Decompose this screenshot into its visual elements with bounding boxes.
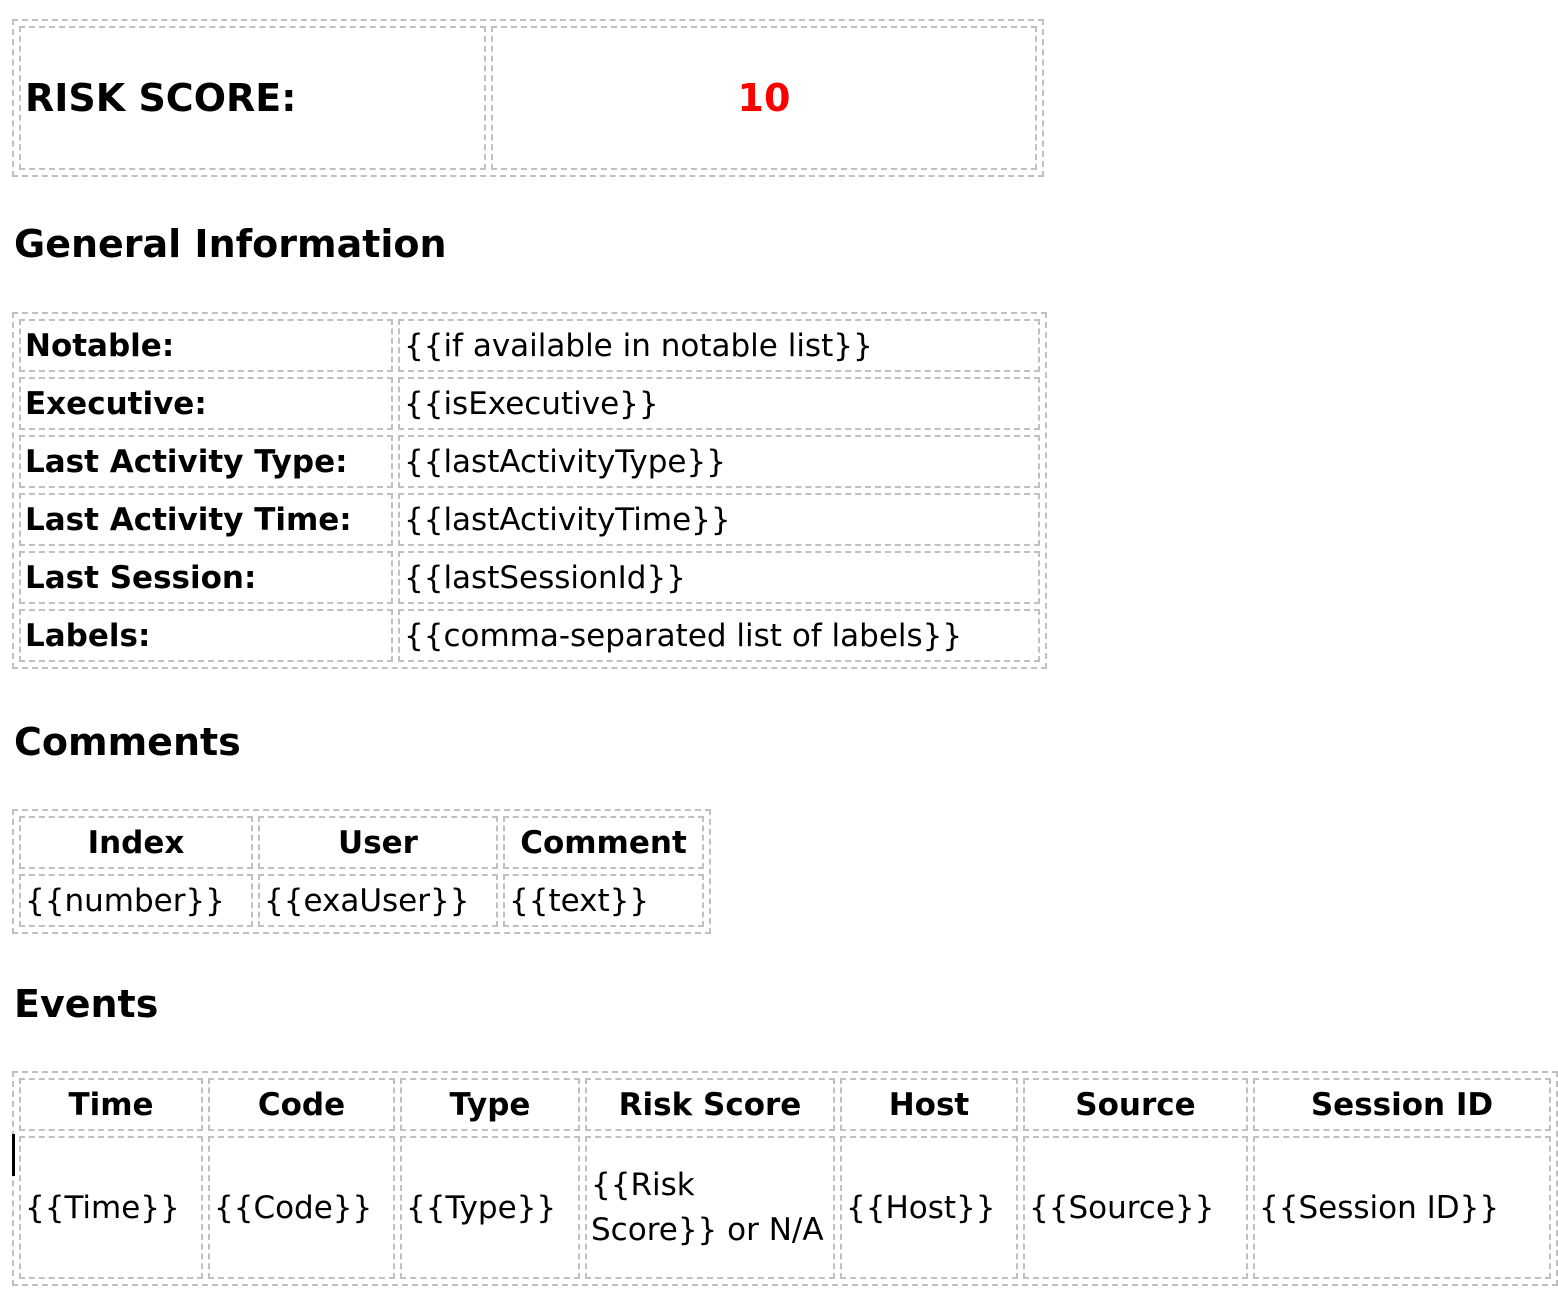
column-header: Source [1023, 1078, 1248, 1131]
table-cell: {{exaUser}} [258, 874, 498, 927]
field-label: Last Session: [19, 551, 393, 604]
table-row: Index User Comment [19, 816, 704, 869]
table-row: Notable: {{if available in notable list}} [19, 319, 1040, 372]
general-information-table: Notable: {{if available in notable list}}… [12, 312, 1047, 669]
field-value: {{if available in notable list}} [398, 319, 1040, 372]
table-cell: {{Source}} [1023, 1136, 1248, 1279]
general-information-heading: General Information [14, 222, 447, 266]
table-cell: {{Time}} [19, 1136, 203, 1279]
column-header: Index [19, 816, 253, 869]
field-label: Executive: [19, 377, 393, 430]
field-value: {{comma-separated list of labels}} [398, 609, 1040, 662]
column-header: Code [208, 1078, 395, 1131]
events-heading: Events [14, 982, 159, 1026]
column-header: Time [19, 1078, 203, 1131]
table-row: Executive: {{isExecutive}} [19, 377, 1040, 430]
field-value: {{lastSessionId}} [398, 551, 1040, 604]
field-label: Labels: [19, 609, 393, 662]
risk-score-table: RISK SCORE: 10 [12, 19, 1044, 177]
field-label: Last Activity Type: [19, 435, 393, 488]
table-row: {{Time}} {{Code}} {{Type}} {{Risk Score}} o… [19, 1136, 1551, 1279]
field-value: {{lastActivityTime}} [398, 493, 1040, 546]
table-cell: {{Host}} [840, 1136, 1018, 1279]
column-header: User [258, 816, 498, 869]
table-cell: {{Code}} [208, 1136, 395, 1279]
table-row: Last Activity Type: {{lastActivityType}} [19, 435, 1040, 488]
field-label: Last Activity Time: [19, 493, 393, 546]
table-row: Last Session: {{lastSessionId}} [19, 551, 1040, 604]
field-value: {{lastActivityType}} [398, 435, 1040, 488]
column-header: Type [400, 1078, 580, 1131]
events-table: Time Code Type Risk Score Host Source Session … [12, 1071, 1558, 1286]
column-header: Comment [503, 816, 704, 869]
table-row: Labels: {{comma-separated list of labels}… [19, 609, 1040, 662]
text-cursor [12, 1134, 15, 1176]
table-row: Time Code Type Risk Score Host Source Session … [19, 1078, 1551, 1131]
comments-table: Index User Comment {{number}} {{exaUser}}{{… [12, 809, 711, 934]
table-cell: {{Session ID}} [1253, 1136, 1551, 1279]
table-cell: {{Risk Score}} or N/A [585, 1136, 835, 1279]
field-value: {{isExecutive}} [398, 377, 1040, 430]
column-header: Host [840, 1078, 1018, 1131]
risk-score-value: 10 [491, 26, 1037, 170]
table-row: Last Activity Time: {{lastActivityTime}} [19, 493, 1040, 546]
table-cell: {{Type}} [400, 1136, 580, 1279]
column-header: Risk Score [585, 1078, 835, 1131]
table-row: {{number}} {{exaUser}} {{text}} [19, 874, 704, 927]
comments-heading: Comments [14, 720, 241, 764]
table-cell: {{text}} [503, 874, 704, 927]
column-header: Session ID [1253, 1078, 1551, 1131]
table-cell: {{number}} [19, 874, 253, 927]
field-label: Notable: [19, 319, 393, 372]
risk-score-label: RISK SCORE: [19, 26, 486, 170]
